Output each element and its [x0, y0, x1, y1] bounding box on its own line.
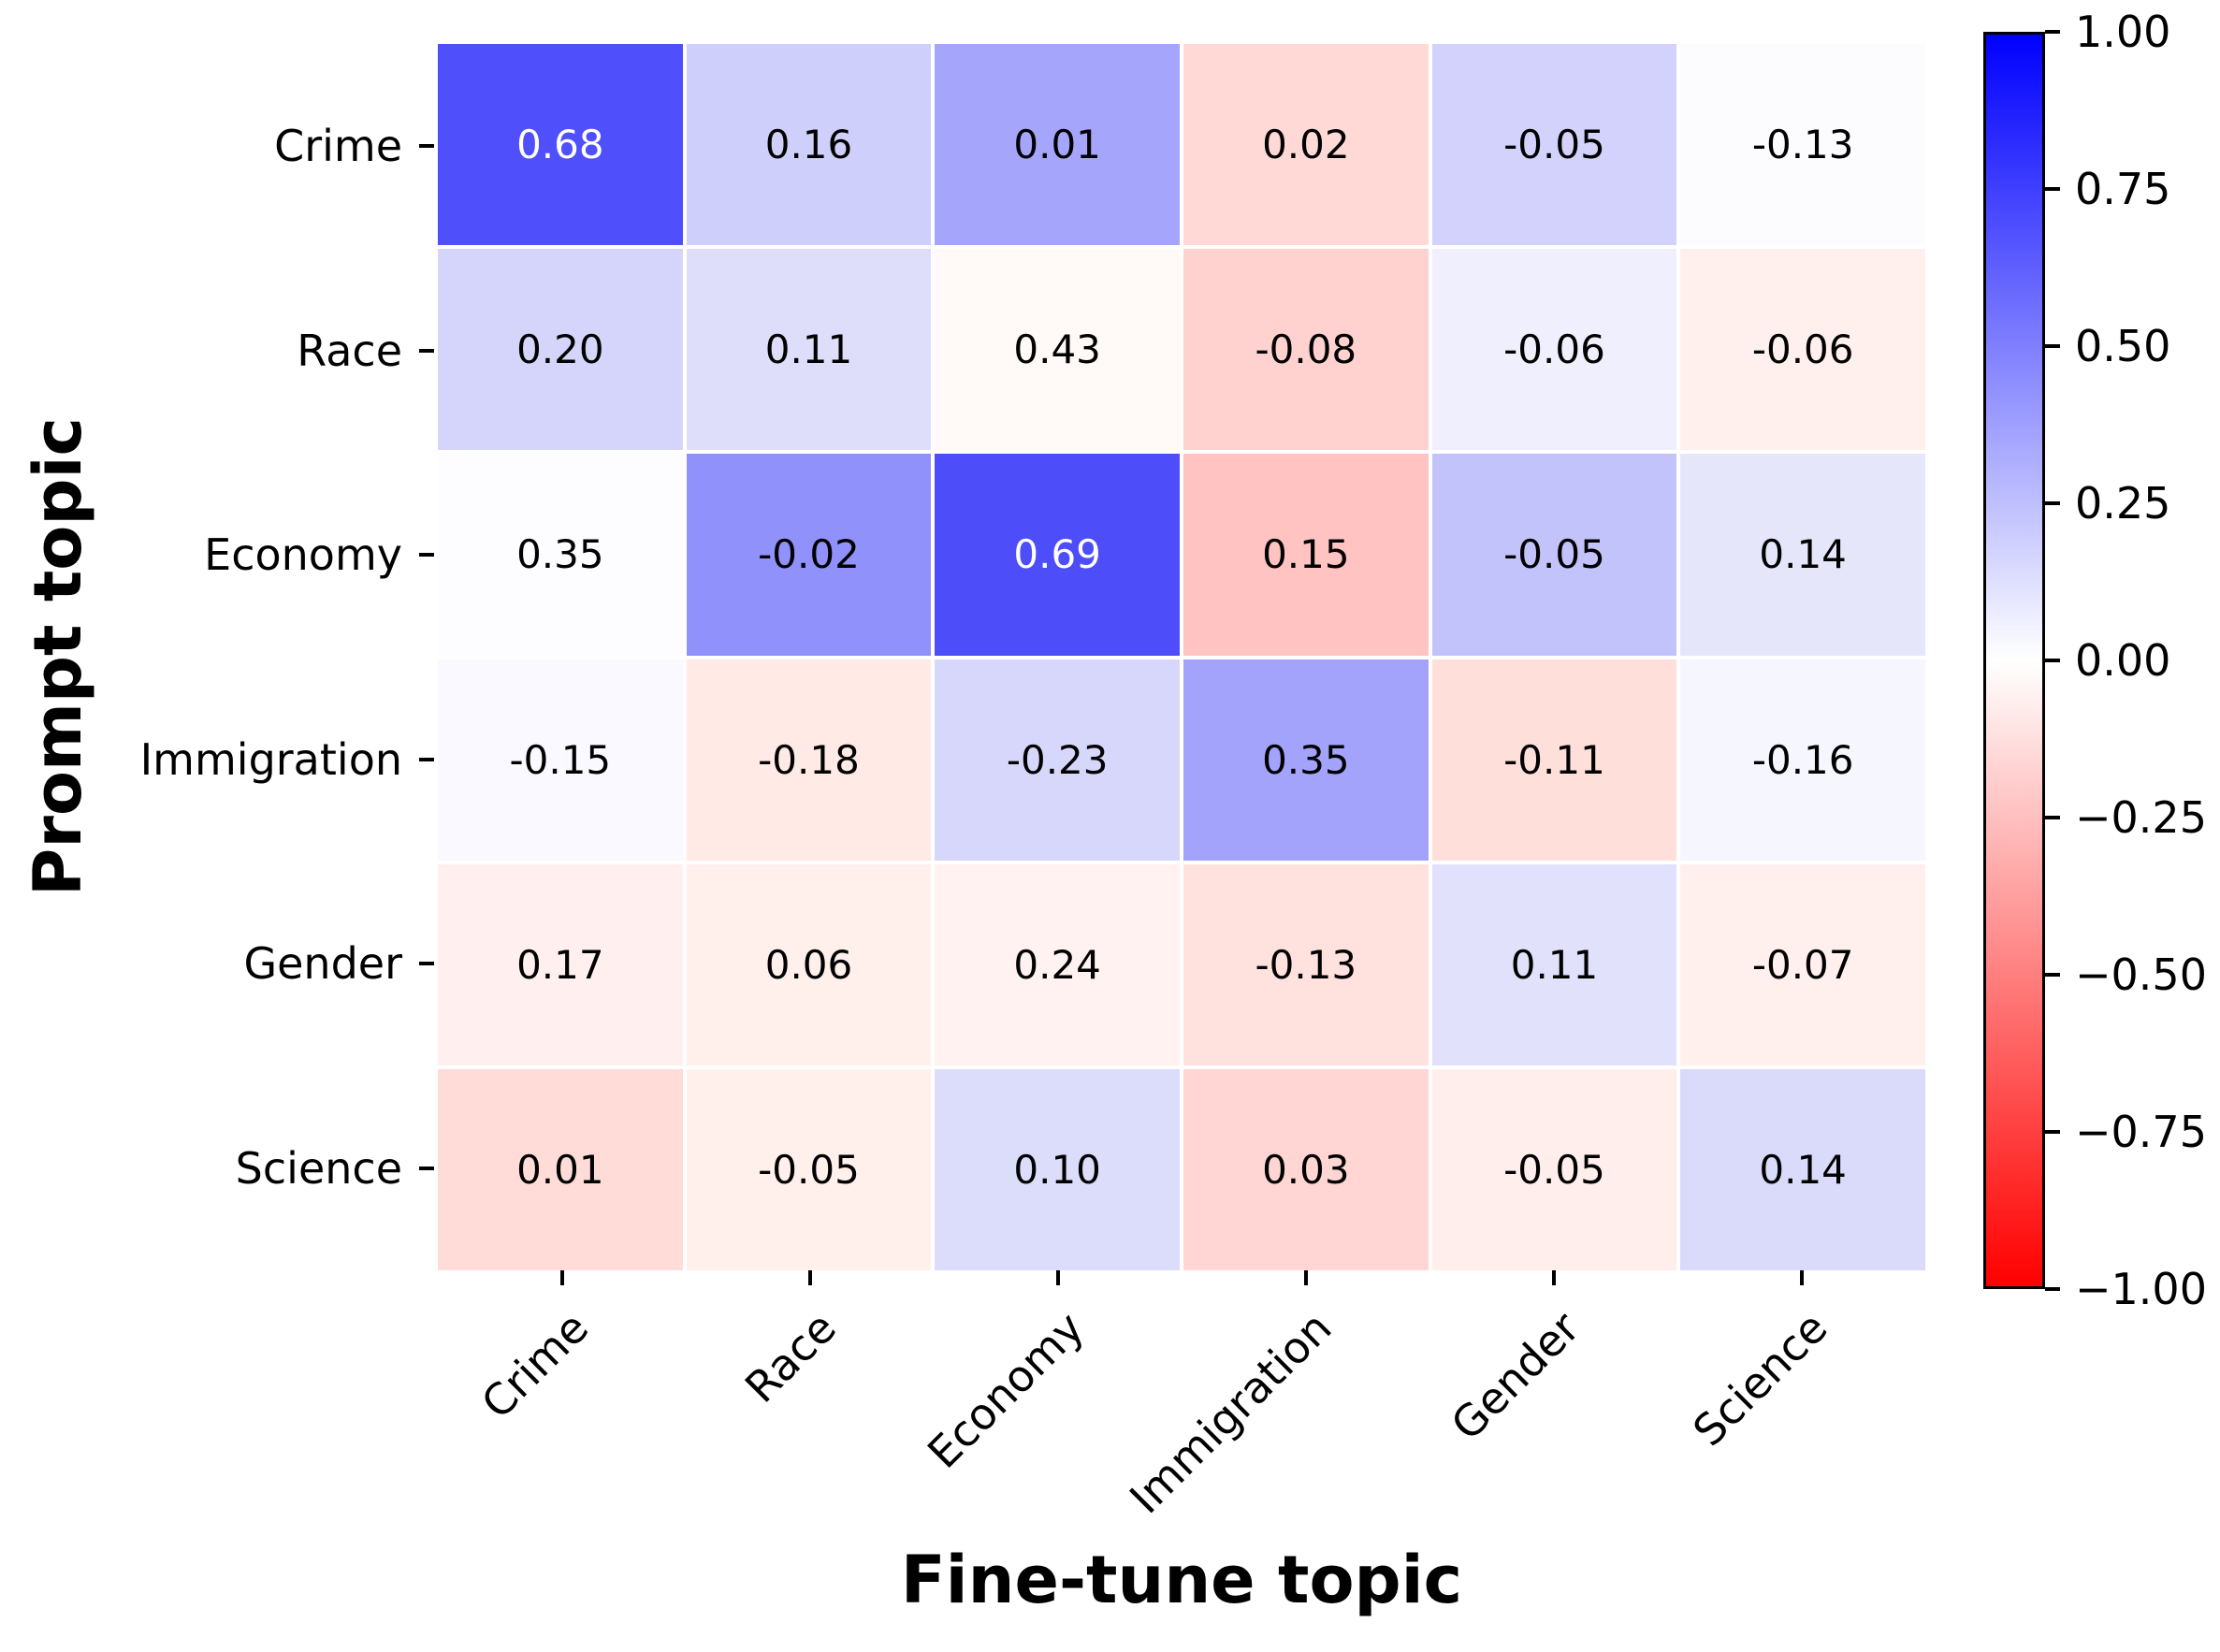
heatmap-cell: 0.10	[935, 1068, 1180, 1270]
x-tick-mark	[807, 1270, 812, 1285]
heatmap-cell: 0.02	[1183, 44, 1429, 246]
heatmap-cell: -0.06	[1431, 249, 1677, 451]
heatmap-cell: -0.23	[935, 659, 1180, 861]
y-axis-title: Prompt topic	[20, 417, 96, 896]
x-tick-label: Immigration	[1120, 1302, 1342, 1524]
colorbar-tick-mark	[2045, 30, 2060, 34]
colorbar-tick-mark	[2045, 816, 2060, 819]
colorbar-tick-mark	[2045, 659, 2060, 662]
colorbar-tick-label: −0.25	[2075, 792, 2207, 843]
heatmap-cell: -0.13	[1680, 44, 1925, 246]
colorbar-tick-mark	[2045, 344, 2060, 348]
heatmap-cell: -0.05	[686, 1068, 932, 1270]
heatmap-cell: 0.06	[686, 863, 932, 1065]
x-tick-label: Crime	[471, 1302, 598, 1429]
heatmap-cell: 0.68	[438, 44, 683, 246]
x-tick-label: Science	[1683, 1302, 1837, 1456]
heatmap-cell: 0.11	[686, 249, 932, 451]
y-tick-mark	[419, 348, 434, 353]
y-tick-label: Race	[297, 325, 402, 376]
heatmap-cell: 0.24	[935, 863, 1180, 1065]
x-tick-mark	[1551, 1270, 1556, 1285]
x-tick-label: Economy	[917, 1302, 1094, 1478]
heatmap-cell: -0.05	[1431, 44, 1677, 246]
colorbar-tick-mark	[2045, 1287, 2060, 1291]
y-tick-mark	[419, 144, 434, 149]
heatmap-cell: -0.15	[438, 659, 683, 861]
heatmap-cell: 0.43	[935, 249, 1180, 451]
x-tick-label: Race	[734, 1302, 846, 1413]
x-axis-title: Fine-tune topic	[900, 1542, 1463, 1618]
colorbar-tick-label: 0.00	[2075, 635, 2171, 686]
heatmap-cell: 0.14	[1680, 454, 1925, 656]
heatmap-cell: -0.11	[1431, 659, 1677, 861]
heatmap-cell: 0.20	[438, 249, 683, 451]
colorbar-tick-label: 0.75	[2075, 164, 2171, 214]
heatmap-cell: 0.14	[1680, 1068, 1925, 1270]
heatmap-cell: -0.18	[686, 659, 932, 861]
heatmap-cell: -0.08	[1183, 249, 1429, 451]
y-tick-label: Gender	[243, 938, 402, 990]
colorbar-gradient	[1983, 32, 2045, 1289]
colorbar-tick-label: 1.00	[2075, 7, 2171, 57]
x-tick-mark	[1799, 1270, 1804, 1285]
heatmap-cell: 0.01	[935, 44, 1180, 246]
heatmap-cell: 0.01	[438, 1068, 683, 1270]
y-tick-mark	[419, 1166, 434, 1170]
colorbar-tick-label: 0.25	[2075, 478, 2171, 529]
y-tick-mark	[419, 553, 434, 558]
colorbar-tick-mark	[2045, 501, 2060, 505]
y-tick-label: Immigration	[139, 733, 402, 785]
y-tick-label: Crime	[274, 121, 402, 172]
x-tick-mark	[1055, 1270, 1060, 1285]
colorbar-tick-mark	[2045, 973, 2060, 977]
colorbar-tick-label: −0.75	[2075, 1107, 2207, 1157]
y-tick-mark	[419, 757, 434, 761]
heatmap-cell: 0.69	[935, 454, 1180, 656]
x-tick-label: Gender	[1441, 1302, 1589, 1451]
heatmap-cell: -0.02	[686, 454, 932, 656]
heatmap-cell: -0.06	[1680, 249, 1925, 451]
heatmap-cell: -0.13	[1183, 863, 1429, 1065]
colorbar-tick-label: −0.50	[2075, 949, 2207, 1000]
heatmap-cell: 0.15	[1183, 454, 1429, 656]
heatmap-cell: 0.11	[1431, 863, 1677, 1065]
y-tick-label: Economy	[204, 529, 402, 581]
colorbar-tick-label: −1.00	[2075, 1264, 2207, 1314]
x-tick-mark	[559, 1270, 564, 1285]
heatmap-cell: 0.17	[438, 863, 683, 1065]
y-tick-mark	[419, 962, 434, 966]
colorbar-tick-mark	[2045, 1130, 2060, 1134]
heatmap-cell: 0.16	[686, 44, 932, 246]
heatmap-cell: -0.07	[1680, 863, 1925, 1065]
heatmap-cell: 0.03	[1183, 1068, 1429, 1270]
heatmap-cell: -0.05	[1431, 454, 1677, 656]
heatmap-grid: 0.68 0.16 0.01 0.02 -0.05 -0.13 0.20 0.11 0.43 -0…	[438, 44, 1925, 1270]
heatmap-cell: -0.16	[1680, 659, 1925, 861]
colorbar-tick-mark	[2045, 187, 2060, 191]
heatmap-cell: -0.05	[1431, 1068, 1677, 1270]
y-tick-label: Science	[235, 1142, 402, 1194]
x-tick-mark	[1303, 1270, 1308, 1285]
heatmap-cell: 0.35	[438, 454, 683, 656]
colorbar-tick-label: 0.50	[2075, 321, 2171, 371]
heatmap-cell: 0.35	[1183, 659, 1429, 861]
